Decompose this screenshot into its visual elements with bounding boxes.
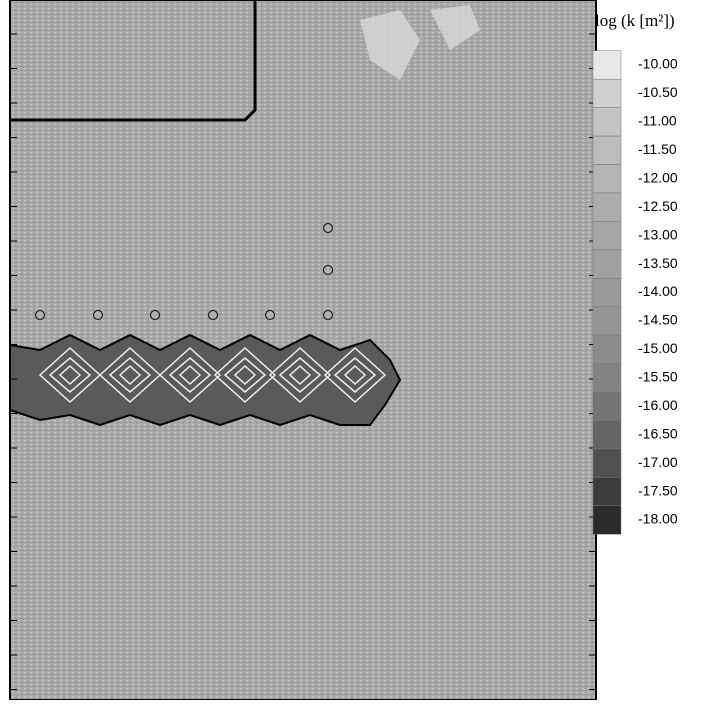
colorbar-swatch bbox=[593, 79, 621, 107]
colorbar-swatch bbox=[593, 193, 621, 221]
colorbar-swatch bbox=[593, 165, 621, 193]
colorbar-swatch bbox=[593, 420, 621, 448]
colorbar-swatch bbox=[593, 449, 621, 477]
colorbar-tick-label: -17.00 bbox=[638, 454, 678, 470]
colorbar-tick-label: -14.00 bbox=[638, 283, 678, 299]
colorbar-tick-label: -17.50 bbox=[638, 482, 678, 498]
colorbar-tick-label: -10.50 bbox=[638, 84, 678, 100]
chart: log (k [m²]) -10.00 -10.50 -11.00 -11.50 -12… bbox=[0, 0, 706, 700]
colorbar-tick-label: -10.00 bbox=[638, 56, 678, 72]
colorbar-swatch bbox=[593, 108, 621, 136]
colorbar-swatch bbox=[593, 477, 621, 505]
colorbar-swatch bbox=[593, 51, 621, 79]
colorbar-swatch bbox=[593, 250, 621, 278]
colorbar-tick-label: -11.50 bbox=[638, 141, 677, 157]
colorbar-swatch bbox=[593, 221, 621, 249]
colorbar-tick-label: -12.50 bbox=[638, 198, 678, 214]
colorbar-tick-label: -15.00 bbox=[638, 340, 678, 356]
colorbar-tick-label: -14.50 bbox=[638, 312, 678, 328]
colorbar-swatch bbox=[593, 278, 621, 306]
colorbar-tick-label: -18.00 bbox=[638, 511, 678, 527]
colorbar-tick-label: -16.00 bbox=[638, 397, 678, 413]
colorbar-swatch bbox=[593, 307, 621, 335]
colorbar-tick-label: -13.50 bbox=[638, 255, 678, 271]
colorbar-tick-label: -11.00 bbox=[638, 113, 677, 129]
colorbar-swatch bbox=[593, 392, 621, 420]
colorbar: -10.00 -10.50 -11.00 -11.50 -12.00 -12.50 -13.… bbox=[593, 51, 678, 534]
plot-field bbox=[10, 0, 596, 700]
colorbar-swatch bbox=[593, 364, 621, 392]
colorbar-tick-label: -12.00 bbox=[638, 169, 678, 185]
colorbar-swatch bbox=[593, 335, 621, 363]
colorbar-swatch bbox=[593, 506, 621, 534]
colorbar-tick-label: -16.50 bbox=[638, 425, 678, 441]
colorbar-tick-label: -15.50 bbox=[638, 369, 678, 385]
colorbar-swatch bbox=[593, 136, 621, 164]
colorbar-title: log (k [m²]) bbox=[595, 11, 675, 30]
colorbar-tick-label: -13.00 bbox=[638, 226, 678, 242]
